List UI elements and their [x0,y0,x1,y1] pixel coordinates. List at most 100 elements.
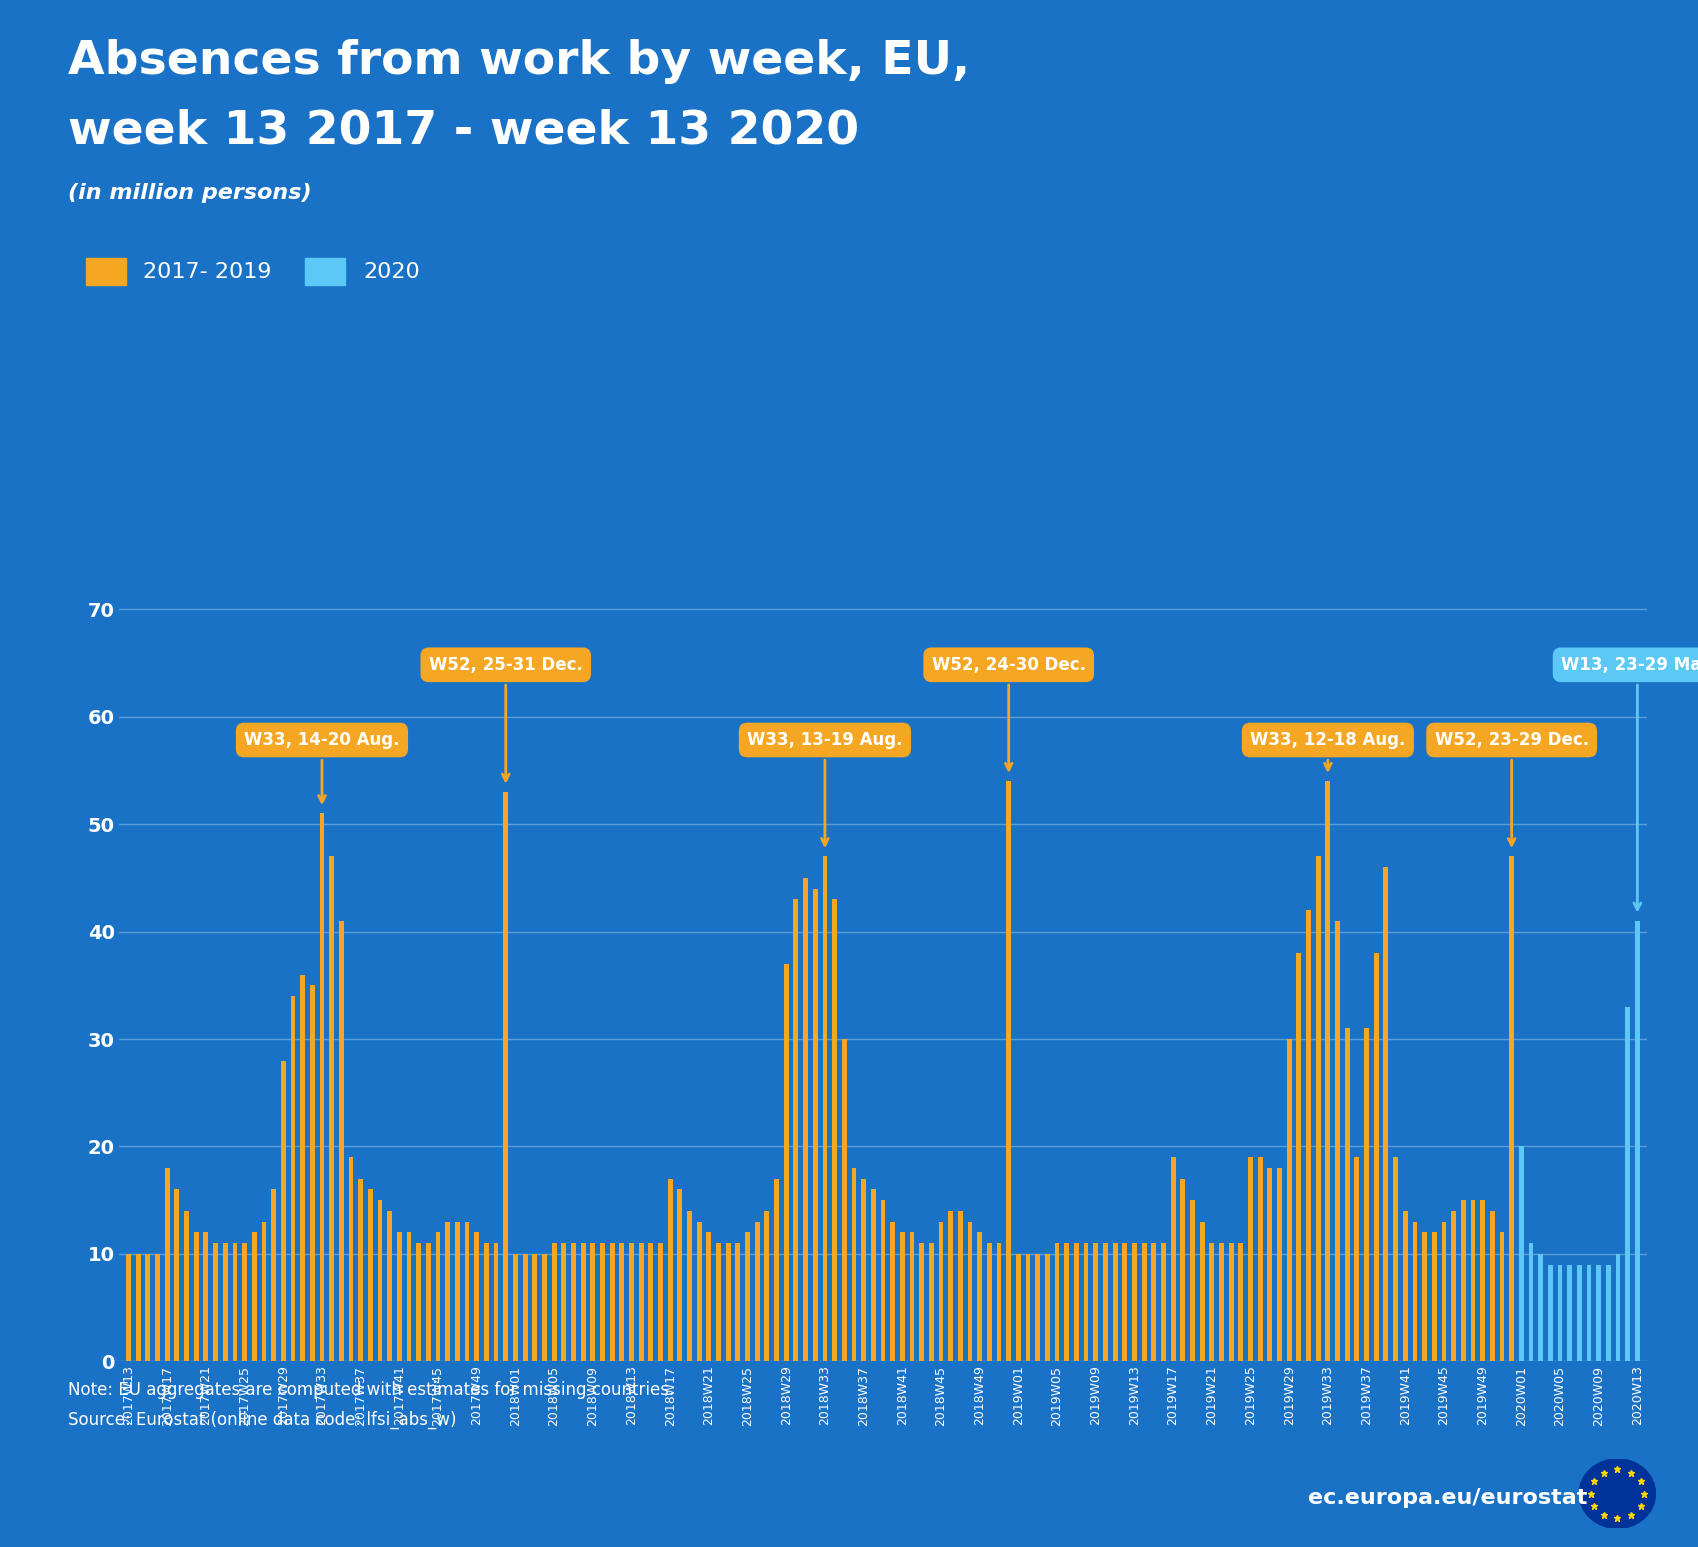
Bar [1238,1244,1243,1361]
Bar [214,1244,217,1361]
Bar [929,1244,934,1361]
Bar [1297,953,1301,1361]
Bar [610,1244,615,1361]
Bar [175,1190,180,1361]
Bar [1248,1157,1253,1361]
Bar [503,792,508,1361]
Bar [484,1244,489,1361]
Text: W52, 23-29 Dec.: W52, 23-29 Dec. [1435,732,1589,845]
Bar [1615,1255,1620,1361]
Bar [581,1244,586,1361]
Bar [1442,1222,1447,1361]
Bar [696,1222,701,1361]
Bar [1267,1168,1272,1361]
Bar [1133,1244,1138,1361]
Bar [1557,1265,1562,1361]
Bar [436,1233,440,1361]
Bar [1481,1200,1486,1361]
Bar [183,1211,188,1361]
Bar [290,996,295,1361]
Bar [1567,1265,1572,1361]
Circle shape [1579,1459,1656,1528]
Bar [1452,1211,1455,1361]
Text: W52, 25-31 Dec.: W52, 25-31 Dec. [430,656,582,781]
Bar [146,1255,151,1361]
Text: Source: Eurostat (online data code: lfsi_abs_w): Source: Eurostat (online data code: lfsi… [68,1411,457,1429]
Bar [455,1222,460,1361]
Bar [764,1211,769,1361]
Bar [667,1179,672,1361]
Bar [1277,1168,1282,1361]
Bar [358,1179,363,1361]
Bar [1489,1211,1494,1361]
Text: W33, 14-20 Aug.: W33, 14-20 Aug. [245,732,399,803]
Bar [939,1222,944,1361]
Bar [784,964,788,1361]
Bar [474,1233,479,1361]
Bar [638,1244,644,1361]
Bar [397,1233,402,1361]
Bar [793,899,798,1361]
Text: (in million persons): (in million persons) [68,183,311,203]
Bar [881,1200,885,1361]
Bar [947,1211,953,1361]
Bar [165,1168,170,1361]
Bar [659,1244,662,1361]
Text: W52, 24-30 Dec.: W52, 24-30 Dec. [932,656,1085,770]
Bar [1392,1157,1397,1361]
Bar [1104,1244,1107,1361]
Bar [803,879,808,1361]
Bar [745,1233,751,1361]
Bar [725,1244,730,1361]
Bar [571,1244,576,1361]
Bar [377,1200,382,1361]
Bar [233,1244,238,1361]
Bar [1510,857,1515,1361]
Bar [552,1244,557,1361]
Bar [1577,1265,1583,1361]
Bar [871,1190,876,1361]
Text: W33, 12-18 Aug.: W33, 12-18 Aug. [1250,732,1406,770]
Bar [958,1211,963,1361]
Bar [1549,1265,1552,1361]
Bar [155,1255,160,1361]
Bar [1065,1244,1070,1361]
Bar [272,1190,277,1361]
Bar [426,1244,431,1361]
Bar [706,1233,711,1361]
Bar [987,1244,992,1361]
Bar [280,1061,285,1361]
Bar [1384,868,1389,1361]
Bar [340,920,343,1361]
Bar [329,857,335,1361]
Bar [822,857,827,1361]
Bar [1054,1244,1060,1361]
Bar [1423,1233,1426,1361]
Text: W13, 23-29 Mar.: W13, 23-29 Mar. [1560,656,1698,910]
Bar [1200,1222,1204,1361]
Bar [919,1244,924,1361]
Bar [1413,1222,1418,1361]
Bar [1180,1179,1185,1361]
Bar [1151,1244,1156,1361]
Bar [319,814,324,1361]
Bar [1460,1200,1465,1361]
Bar [204,1233,209,1361]
Bar [445,1222,450,1361]
Bar [1170,1157,1175,1361]
Bar [756,1222,759,1361]
Bar [1122,1244,1127,1361]
Bar [900,1233,905,1361]
Bar [542,1255,547,1361]
Bar [1219,1244,1224,1361]
Bar [348,1157,353,1361]
Bar [1538,1255,1543,1361]
Bar [1363,1029,1369,1361]
Bar [222,1244,228,1361]
Bar [649,1244,654,1361]
Bar [628,1244,633,1361]
Bar [533,1255,537,1361]
Bar [194,1233,199,1361]
Bar [416,1244,421,1361]
Bar [126,1255,131,1361]
